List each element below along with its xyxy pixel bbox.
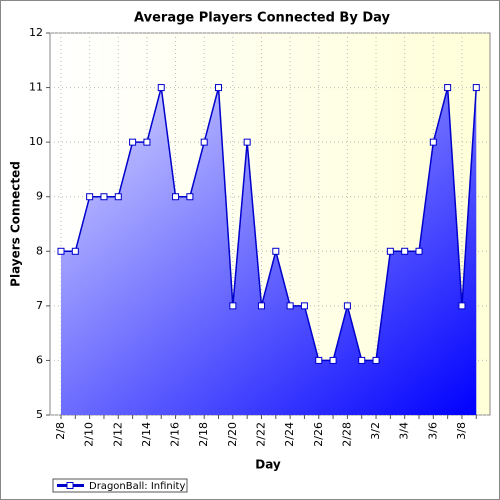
marker	[343, 302, 351, 310]
marker	[200, 138, 208, 146]
marker	[186, 193, 194, 201]
marker	[272, 247, 280, 255]
marker	[243, 138, 251, 146]
marker	[114, 193, 122, 201]
x-tick-label: 2/28	[340, 422, 353, 447]
marker	[143, 138, 151, 146]
y-tick-label: 7	[36, 299, 43, 312]
x-tick-label: 2/20	[226, 422, 239, 447]
marker	[157, 84, 165, 92]
x-tick-label: 3/4	[398, 422, 411, 440]
marker	[358, 356, 366, 364]
y-tick-label: 8	[36, 244, 43, 257]
marker	[401, 247, 409, 255]
x-tick-label: 2/10	[83, 422, 96, 447]
x-tick-label: 3/2	[369, 422, 382, 440]
legend-box	[52, 478, 188, 493]
x-tick-label: 2/12	[111, 422, 124, 447]
legend-label: DragonBall: Infinity	[89, 481, 185, 492]
legend-marker	[66, 482, 74, 489]
area	[61, 87, 477, 416]
legend: DragonBall: Infinity	[52, 478, 188, 493]
marker	[429, 138, 437, 146]
x-axis-title: Day	[255, 458, 281, 472]
y-tick-label: 6	[36, 353, 43, 366]
y-tick-label: 9	[36, 190, 43, 203]
marker	[129, 138, 137, 146]
x-tick-label: 2/18	[197, 422, 210, 447]
marker	[86, 193, 94, 201]
marker	[172, 193, 180, 201]
marker	[329, 356, 337, 364]
x-tick-label: 2/14	[140, 422, 153, 447]
y-axis-title: Players Connected	[9, 161, 23, 287]
marker	[472, 84, 480, 92]
x-tick-label: 2/22	[254, 422, 267, 447]
marker	[229, 302, 237, 310]
marker	[458, 302, 466, 310]
marker	[257, 302, 265, 310]
marker	[100, 193, 108, 201]
y-tick-label: 11	[29, 81, 43, 94]
x-tick-label: 3/6	[426, 422, 439, 440]
x-tick-label: 2/24	[283, 422, 296, 447]
y-tick-label: 5	[36, 408, 43, 421]
x-tick-label: 2/26	[312, 422, 325, 447]
y-tick-label: 12	[29, 26, 43, 39]
marker	[372, 356, 380, 364]
marker	[386, 247, 394, 255]
chart-title: Average Players Connected By Day	[134, 11, 390, 26]
x-tick-label: 2/8	[54, 422, 67, 440]
marker	[315, 356, 323, 364]
marker	[300, 302, 308, 310]
x-tick-label: 3/8	[455, 422, 468, 440]
marker	[444, 84, 452, 92]
marker	[415, 247, 423, 255]
x-tick-label: 2/16	[169, 422, 182, 447]
marker	[57, 247, 65, 255]
marker	[286, 302, 294, 310]
marker	[71, 247, 79, 255]
y-tick-label: 10	[29, 135, 43, 148]
marker	[215, 84, 223, 92]
